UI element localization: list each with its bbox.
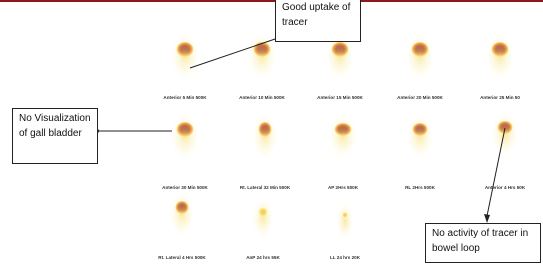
scan-blob bbox=[336, 202, 354, 240]
scan-blob bbox=[491, 111, 519, 157]
scan-blob bbox=[252, 197, 274, 239]
top-rule bbox=[0, 0, 543, 2]
panel-label: AnP 24 hrs 55K bbox=[246, 255, 280, 260]
panel-label: Rt. Lateral 32 Min 500K bbox=[240, 185, 290, 190]
callout-box: No activity of tracer in bowel loop bbox=[425, 223, 541, 263]
panel-label: Anterior 5 Min 500K bbox=[163, 95, 206, 100]
callout-box: Good uptake of tracer bbox=[275, 0, 361, 42]
panel-label: Anterior 20 Min 500K bbox=[397, 95, 443, 100]
panel-label: Anterior 4 Hrs 50K bbox=[485, 185, 525, 190]
panel-label: Rt. Lateral 4 Hrs 500K bbox=[158, 255, 206, 260]
panel-label: Anterior 25 Min 50 bbox=[480, 95, 520, 100]
scan-blob bbox=[406, 113, 434, 159]
callout-box: No Visualization of gall bladder bbox=[12, 108, 98, 164]
page: Good uptake of tracer No Visualization o… bbox=[0, 0, 543, 266]
panel-label: Anterior 15 Min 500K bbox=[317, 95, 363, 100]
panel-label: AP 2Hrs 500K bbox=[328, 185, 358, 190]
scan-blob bbox=[328, 113, 358, 159]
callout-text: Good uptake of tracer bbox=[282, 2, 350, 28]
scan-blob bbox=[252, 112, 278, 160]
scan-blob bbox=[170, 112, 200, 160]
callout-text: No Visualization of gall bladder bbox=[19, 113, 91, 139]
scan-blob bbox=[405, 32, 435, 80]
callout-text: No activity of tracer in bowel loop bbox=[432, 228, 528, 254]
scan-blob bbox=[247, 32, 277, 80]
panel-label: Anterior 10 Min 500K bbox=[239, 95, 285, 100]
panel-label: Anterior 30 Min 500K bbox=[162, 185, 208, 190]
scan-blob bbox=[485, 32, 515, 80]
scan-blob bbox=[170, 32, 200, 80]
scan-blob bbox=[169, 191, 195, 237]
panel-label: RL 2Hrs 500K bbox=[405, 185, 435, 190]
panel-label: LL 24 hrs 20K bbox=[330, 255, 360, 260]
arrow-head bbox=[484, 214, 490, 223]
